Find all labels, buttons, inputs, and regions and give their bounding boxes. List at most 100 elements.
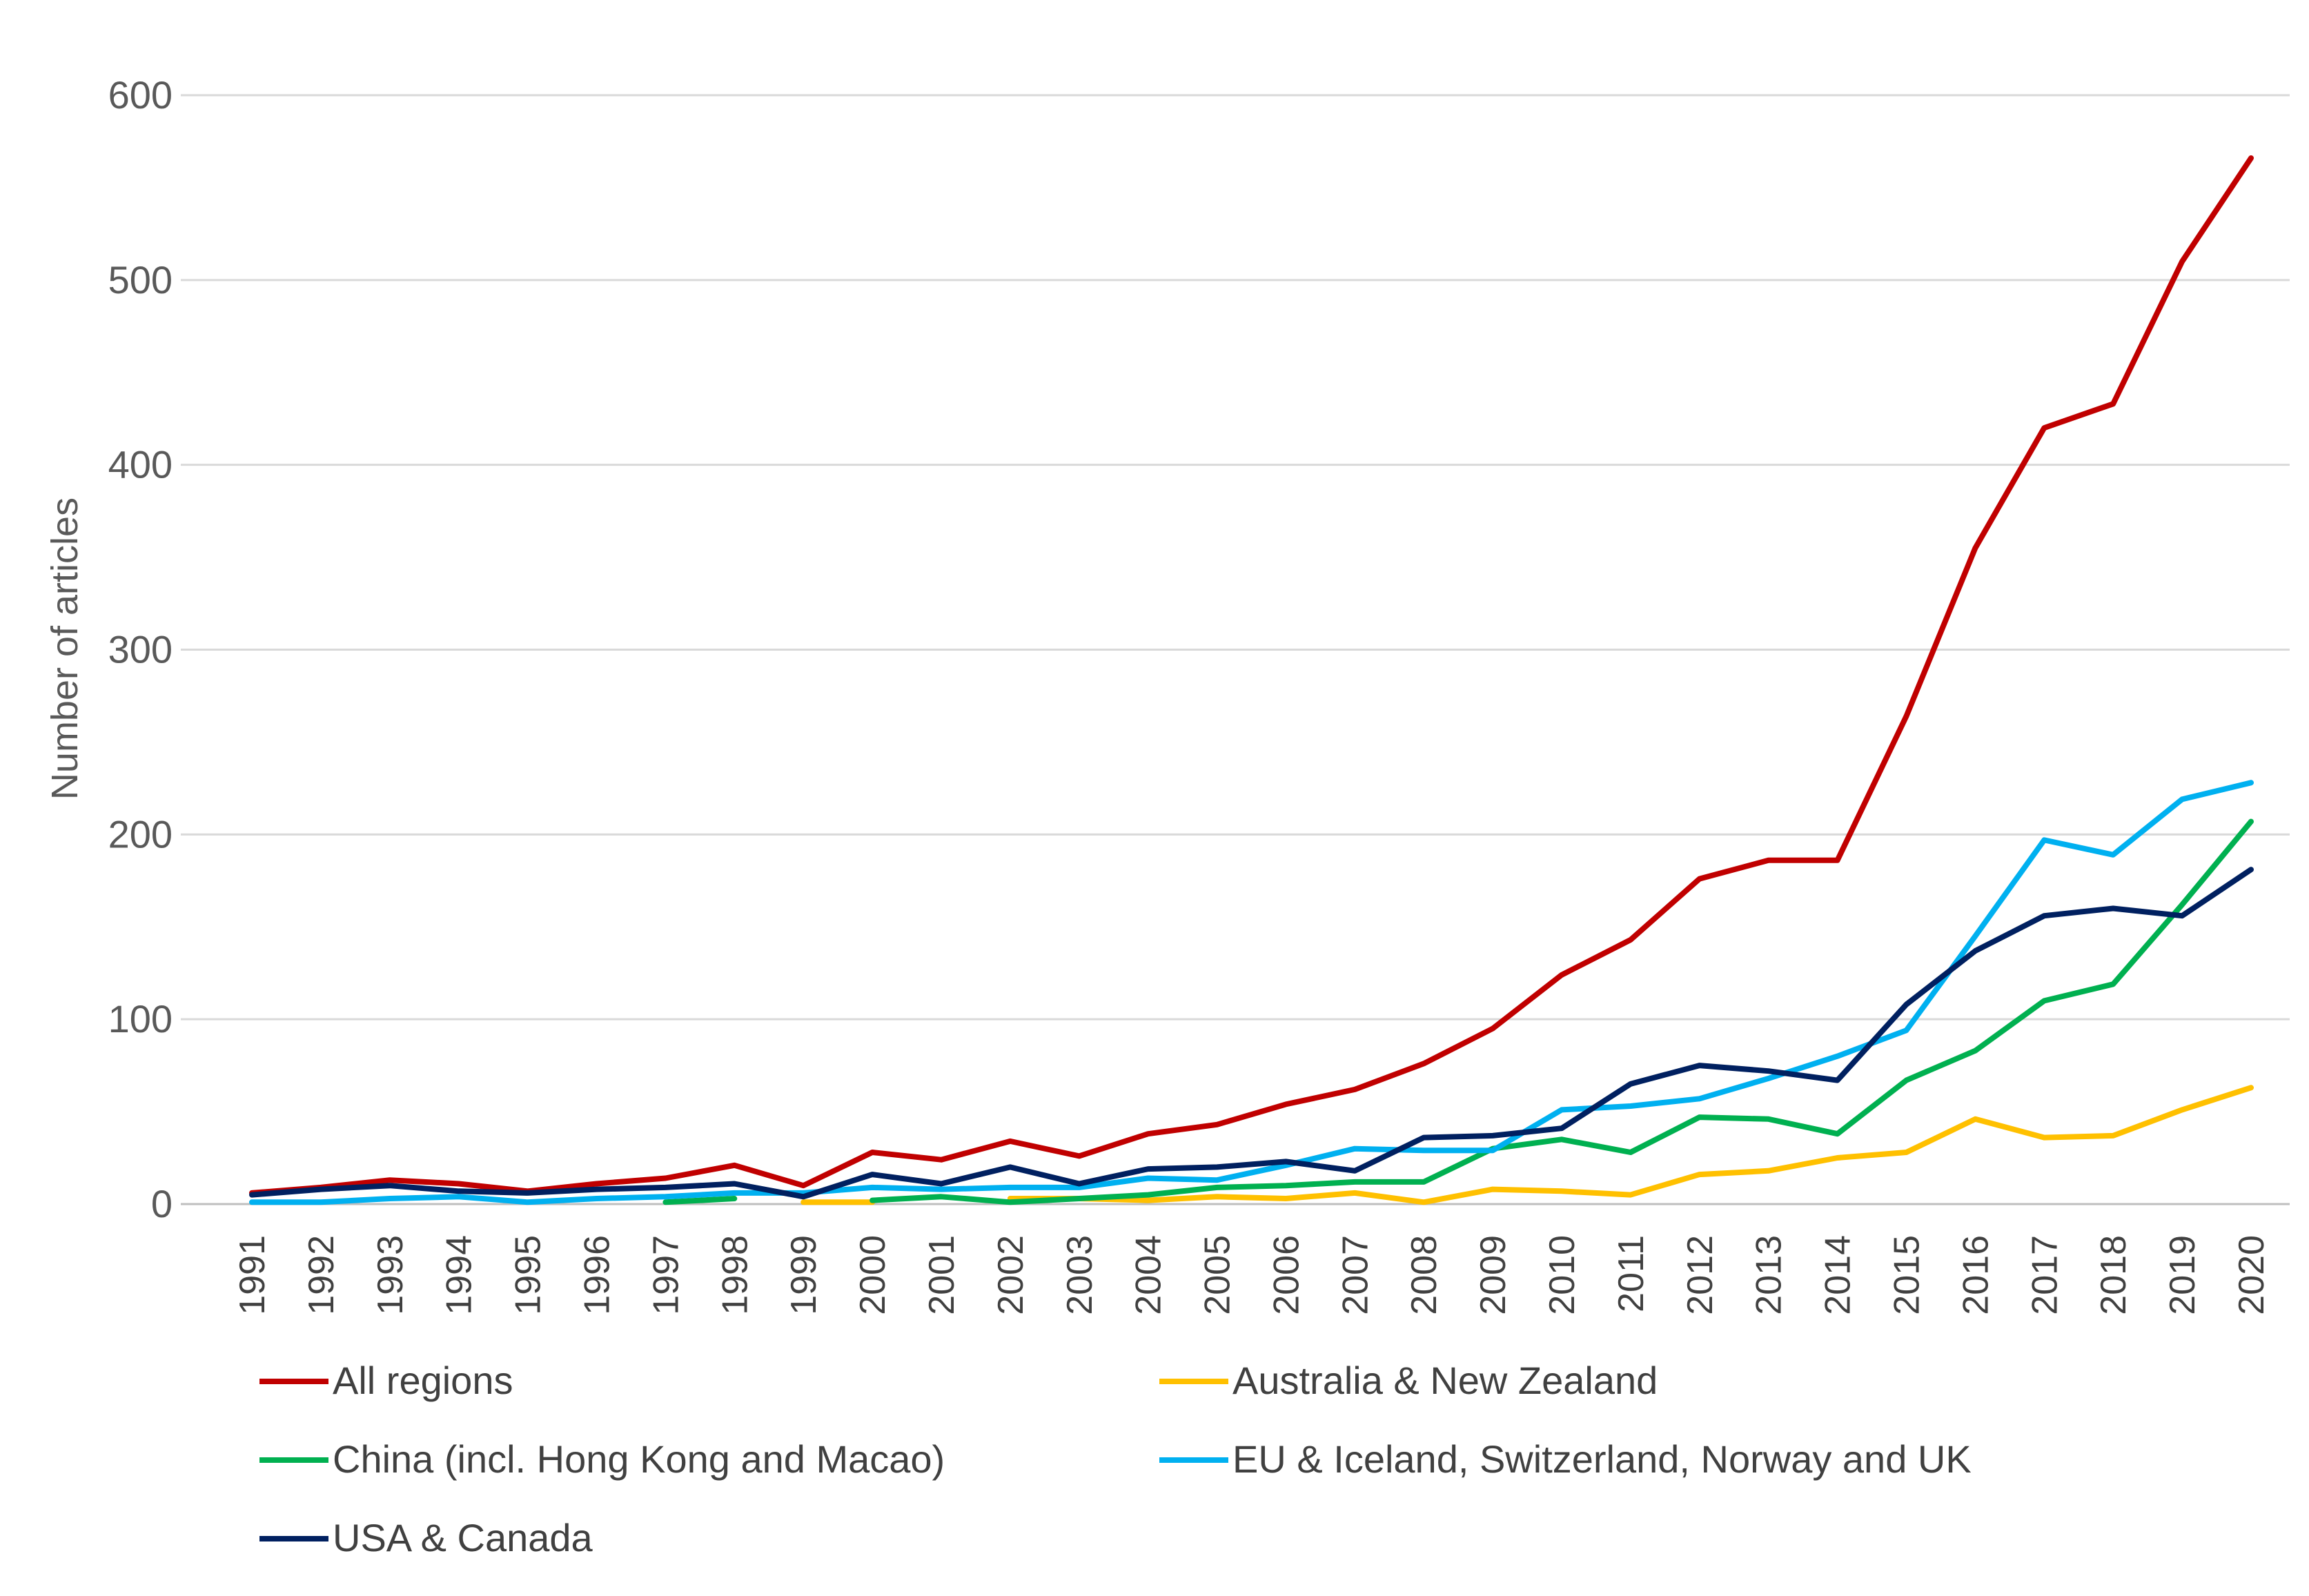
data-point-2005 bbox=[1215, 1122, 1220, 1127]
data-point-2009 bbox=[1490, 1187, 1495, 1192]
x-tick-label-1993: 1993 bbox=[371, 1235, 411, 1315]
data-point-2015 bbox=[1904, 1002, 1909, 1007]
x-tick-label-2009: 2009 bbox=[1473, 1235, 1513, 1315]
data-point-1994 bbox=[456, 1188, 462, 1194]
data-point-2011 bbox=[1628, 1081, 1633, 1087]
x-tick-label-2014: 2014 bbox=[1818, 1235, 1858, 1315]
data-point-1998 bbox=[731, 1196, 737, 1201]
x-tick-label-2019: 2019 bbox=[2163, 1235, 2203, 1315]
data-point-1998 bbox=[731, 1190, 737, 1196]
legend-label: China (incl. Hong Kong and Macao) bbox=[333, 1437, 945, 1481]
data-point-2002 bbox=[1008, 1164, 1013, 1170]
legend-item: Australia & New Zealand bbox=[1159, 1359, 1658, 1402]
data-point-2013 bbox=[1766, 1116, 1771, 1122]
data-point-2011 bbox=[1628, 937, 1633, 943]
data-point-2016 bbox=[1972, 934, 1978, 939]
data-point-1998 bbox=[731, 1181, 737, 1187]
y-axis-title: Number of articles bbox=[44, 497, 86, 800]
data-point-2005 bbox=[1215, 1194, 1220, 1199]
data-point-2017 bbox=[2041, 837, 2047, 843]
x-axis-ticks: 1991 1992 1993 1994 1995 1996 1997 1998 1999 2000… bbox=[233, 1235, 2272, 1315]
data-point-1999 bbox=[800, 1183, 806, 1188]
series-eu-iceland-switzerland-norway-and-uk bbox=[249, 780, 2254, 1205]
data-point-1994 bbox=[456, 1194, 462, 1199]
data-point-2015 bbox=[1904, 1078, 1909, 1083]
data-point-1996 bbox=[594, 1196, 600, 1201]
data-point-2020 bbox=[2248, 780, 2254, 785]
y-tick-label-600: 600 bbox=[108, 73, 173, 117]
legend-item: China (incl. Hong Kong and Macao) bbox=[259, 1437, 945, 1481]
data-point-2013 bbox=[1766, 1168, 1771, 1174]
data-point-2001 bbox=[939, 1157, 944, 1163]
legend-item: USA & Canada bbox=[259, 1516, 593, 1559]
data-point-2017 bbox=[2041, 1135, 2047, 1141]
x-tick-label-1997: 1997 bbox=[646, 1235, 686, 1315]
data-point-2007 bbox=[1352, 1190, 1357, 1196]
data-point-2002 bbox=[1008, 1185, 1013, 1190]
data-point-2008 bbox=[1421, 1179, 1426, 1185]
x-tick-label-2001: 2001 bbox=[922, 1235, 962, 1315]
data-point-2010 bbox=[1559, 972, 1564, 978]
x-tick-label-2017: 2017 bbox=[2025, 1235, 2065, 1315]
x-tick-label-2013: 2013 bbox=[1749, 1235, 1789, 1315]
data-point-2006 bbox=[1283, 1101, 1288, 1107]
data-point-2008 bbox=[1421, 1147, 1426, 1153]
data-point-1993 bbox=[387, 1183, 393, 1188]
data-point-2014 bbox=[1835, 1078, 1840, 1083]
data-point-1999 bbox=[800, 1199, 806, 1205]
series-line bbox=[249, 780, 2254, 1205]
x-tick-label-2011: 2011 bbox=[1611, 1235, 1651, 1312]
data-point-2006 bbox=[1283, 1159, 1288, 1164]
x-tick-label-1995: 1995 bbox=[509, 1235, 549, 1315]
data-point-2007 bbox=[1352, 1146, 1357, 1152]
data-point-2016 bbox=[1972, 1116, 1978, 1122]
data-point-1995 bbox=[525, 1190, 531, 1196]
data-point-2012 bbox=[1697, 1063, 1702, 1068]
x-tick-label-2000: 2000 bbox=[853, 1235, 893, 1315]
data-point-2007 bbox=[1352, 1179, 1357, 1185]
data-point-2016 bbox=[1972, 948, 1978, 954]
data-point-2018 bbox=[2110, 1133, 2116, 1139]
data-point-2017 bbox=[2041, 998, 2047, 1003]
data-point-1993 bbox=[387, 1196, 393, 1201]
data-point-1997 bbox=[662, 1199, 668, 1205]
data-point-2019 bbox=[2179, 1107, 2185, 1112]
x-tick-label-2020: 2020 bbox=[2232, 1235, 2272, 1315]
data-point-2004 bbox=[1146, 1176, 1151, 1181]
data-point-2013 bbox=[1766, 1076, 1771, 1081]
y-tick-label-0: 0 bbox=[151, 1182, 173, 1225]
series-line bbox=[249, 867, 2254, 1200]
data-point-2000 bbox=[869, 1198, 875, 1203]
data-point-2005 bbox=[1215, 1177, 1220, 1183]
x-tick-label-2004: 2004 bbox=[1129, 1235, 1169, 1315]
x-tick-label-2002: 2002 bbox=[991, 1235, 1031, 1315]
data-point-2002 bbox=[1008, 1199, 1013, 1205]
data-point-1991 bbox=[249, 1192, 255, 1198]
data-point-2011 bbox=[1628, 1150, 1633, 1155]
data-point-2016 bbox=[1972, 545, 1978, 551]
data-point-1993 bbox=[387, 1177, 393, 1183]
data-point-2008 bbox=[1421, 1199, 1426, 1205]
data-point-2011 bbox=[1628, 1192, 1633, 1198]
data-point-2019 bbox=[2179, 259, 2185, 264]
x-tick-label-1999: 1999 bbox=[784, 1235, 824, 1315]
gridlines bbox=[181, 94, 2290, 1021]
legend-label: USA & Canada bbox=[333, 1516, 593, 1559]
data-point-2010 bbox=[1559, 1107, 1564, 1112]
data-point-2003 bbox=[1077, 1181, 1082, 1187]
data-point-2005 bbox=[1215, 1164, 1220, 1170]
data-point-1998 bbox=[731, 1163, 737, 1168]
x-tick-label-2010: 2010 bbox=[1542, 1235, 1582, 1315]
series-all-regions bbox=[249, 155, 2254, 1196]
data-point-2001 bbox=[939, 1194, 944, 1199]
data-point-2004 bbox=[1146, 1198, 1151, 1203]
data-point-2008 bbox=[1421, 1135, 1426, 1141]
y-tick-label-400: 400 bbox=[108, 443, 173, 486]
data-point-1996 bbox=[594, 1181, 600, 1187]
data-point-2002 bbox=[1008, 1139, 1013, 1144]
legend-item: All regions bbox=[259, 1359, 513, 1402]
data-point-2018 bbox=[2110, 852, 2116, 858]
series-china-incl-hong-kong-and-macao bbox=[662, 818, 2254, 1205]
data-point-1997 bbox=[662, 1185, 668, 1190]
